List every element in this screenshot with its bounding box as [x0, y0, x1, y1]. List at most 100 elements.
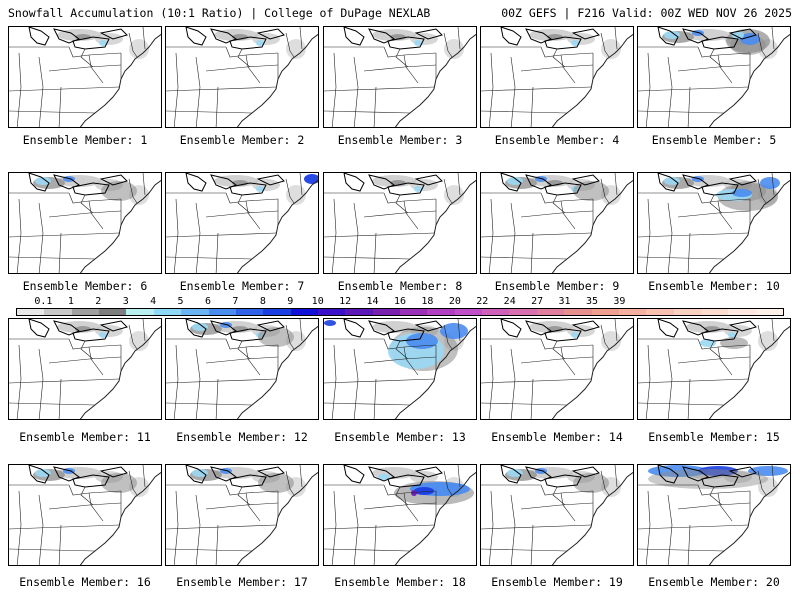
state-border [128, 32, 138, 58]
colorbar-tick-label: 31 [558, 296, 571, 307]
snowfall-shading [324, 320, 336, 326]
state-border [520, 210, 594, 218]
ensemble-map-panel [637, 464, 791, 566]
state-border [237, 194, 251, 214]
ensemble-map-panel [323, 26, 477, 128]
state-border [614, 465, 618, 488]
state-border [677, 210, 751, 218]
state-border [638, 402, 725, 406]
state-border [363, 210, 437, 218]
lake-outline [728, 174, 757, 186]
snowfall-shading [758, 477, 778, 497]
state-border [142, 319, 146, 342]
state-border [285, 178, 295, 204]
state-border [245, 492, 261, 522]
state-border [324, 338, 437, 350]
colorbar-swatch [181, 309, 209, 315]
snowfall-shading [286, 185, 306, 205]
colorbar-swatch [153, 309, 182, 315]
state-border [88, 200, 104, 230]
ensemble-map-panel [637, 26, 791, 128]
state-border [638, 192, 751, 204]
state-border [560, 54, 576, 84]
state-border [80, 194, 94, 214]
state-border [9, 256, 96, 260]
lake-outline [256, 28, 285, 40]
lake-outline [728, 466, 757, 478]
state-border [443, 324, 453, 350]
colorbar-swatch [673, 309, 701, 315]
lake-outline [72, 328, 110, 342]
colorbar-tick-label: 5 [177, 296, 184, 307]
snowfall-map [324, 465, 476, 565]
state-border [166, 192, 279, 204]
state-border [709, 194, 723, 214]
lake-outline [387, 36, 425, 50]
state-border [48, 64, 122, 72]
colorbar-swatch [290, 309, 318, 315]
state-border [481, 378, 592, 384]
state-border [614, 173, 618, 196]
snowfall-shading [573, 473, 609, 493]
colorbar-tick-label: 35 [585, 296, 599, 307]
lake-outline [544, 182, 582, 196]
state-border [9, 192, 122, 204]
ensemble-member-label: Ensemble Member: 12 [176, 430, 308, 444]
lake-outline [343, 27, 365, 46]
ensemble-map-panel [8, 172, 162, 274]
coastline [236, 325, 318, 419]
colorbar-tick-label: 24 [503, 296, 516, 307]
state-border [677, 502, 751, 510]
ensemble-map-panel [8, 26, 162, 128]
state-border [510, 202, 516, 273]
lake-outline [701, 36, 739, 50]
state-border [443, 32, 453, 58]
state-border [395, 486, 409, 506]
coastline [551, 179, 633, 273]
lake-outline [500, 27, 522, 46]
state-border [38, 202, 44, 273]
state-border [58, 86, 62, 127]
snowfall-shading [256, 186, 264, 192]
state-border [215, 232, 219, 273]
colorbar-swatch [509, 309, 537, 315]
state-border [142, 173, 146, 196]
state-border [687, 378, 691, 419]
state-border [481, 524, 592, 530]
snowfall-shading [507, 469, 523, 477]
ensemble-map-panel [637, 172, 791, 274]
coastline [708, 33, 790, 127]
state-border [395, 340, 409, 360]
state-border [510, 348, 516, 419]
state-border [645, 52, 651, 127]
snowfall-colorbar [16, 308, 784, 316]
lake-outline [256, 320, 285, 332]
state-border [324, 548, 411, 552]
state-border [58, 378, 62, 419]
state-border [481, 484, 594, 496]
snowfall-map [9, 27, 161, 127]
state-border [403, 200, 419, 230]
lake-outline [343, 465, 365, 484]
state-border [645, 490, 651, 565]
state-border [195, 56, 201, 127]
snowfall-shading [728, 332, 736, 338]
state-border [403, 492, 419, 522]
state-border [488, 198, 494, 273]
coastline [236, 179, 318, 273]
ensemble-member-label: Ensemble Member: 1 [22, 133, 148, 147]
coastline [394, 33, 476, 127]
state-border [363, 64, 437, 72]
state-border [331, 490, 337, 565]
ensemble-member-label: Ensemble Member: 10 [648, 279, 780, 293]
ensemble-member-label: Ensemble Member: 20 [648, 575, 780, 589]
colorbar-tick-label: 9 [287, 296, 294, 307]
state-border [237, 340, 251, 360]
state-border [709, 340, 723, 360]
lake-outline [414, 320, 443, 332]
colorbar-tick-label: 4 [150, 296, 157, 307]
lake-outline [571, 320, 600, 332]
colorbar-swatch [372, 309, 401, 315]
state-border [166, 46, 279, 58]
lake-outline [72, 36, 110, 50]
